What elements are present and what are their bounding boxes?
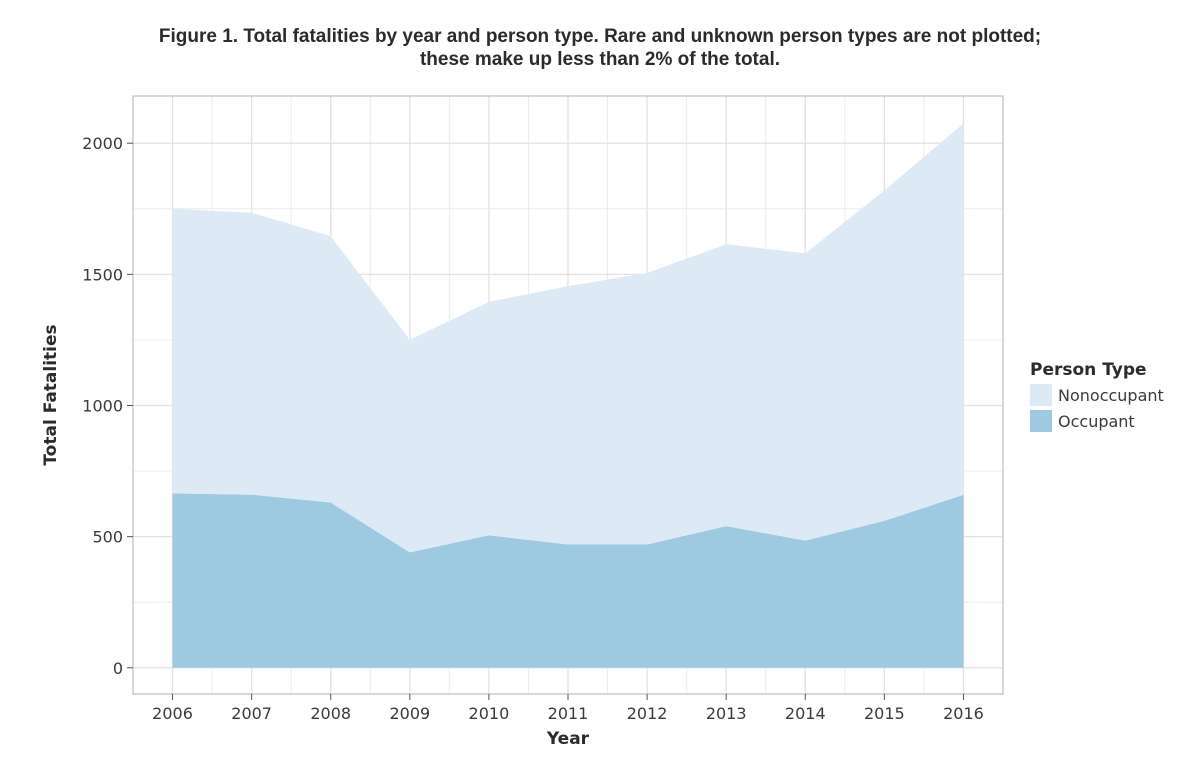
legend-swatch-occupant — [1030, 410, 1052, 432]
plot-area: 2006 2007 2008 2009 2010 2011 2012 2013 2014 2015… — [82, 95, 1004, 723]
legend: Person Type Nonoccupant Occupant — [1030, 360, 1164, 432]
legend-label-occupant: Occupant — [1058, 412, 1135, 431]
x-tick-label: 2007 — [231, 704, 272, 723]
x-tick-label: 2011 — [548, 704, 589, 723]
legend-label-nonoccupant: Nonoccupant — [1058, 386, 1164, 405]
y-tick-label: 0 — [113, 659, 123, 678]
chart-subtitle: these make up less than 2% of the total. — [420, 49, 780, 70]
x-tick-label: 2010 — [469, 704, 510, 723]
y-tick-label: 2000 — [82, 134, 123, 153]
y-tick-label: 1000 — [82, 396, 123, 415]
legend-swatch-nonoccupant — [1030, 384, 1052, 406]
y-tick-label: 500 — [92, 528, 123, 547]
x-tick-label: 2016 — [943, 704, 984, 723]
legend-title: Person Type — [1030, 360, 1147, 380]
x-tick-label: 2015 — [864, 704, 905, 723]
chart-title: Figure 1. Total fatalities by year and p… — [159, 26, 1041, 47]
x-tick-label: 2009 — [389, 704, 430, 723]
area-nonoccupant — [172, 123, 964, 553]
x-tick-label: 2006 — [152, 704, 193, 723]
x-tick-label: 2014 — [785, 704, 826, 723]
x-axis-label: Year — [546, 729, 590, 749]
x-tick-label: 2012 — [627, 704, 668, 723]
area-occupant — [172, 493, 964, 668]
y-axis-label: Total Fatalities — [41, 324, 61, 465]
y-tick-label: 1500 — [82, 265, 123, 284]
x-tick-label: 2008 — [310, 704, 351, 723]
x-tick-label: 2013 — [706, 704, 747, 723]
